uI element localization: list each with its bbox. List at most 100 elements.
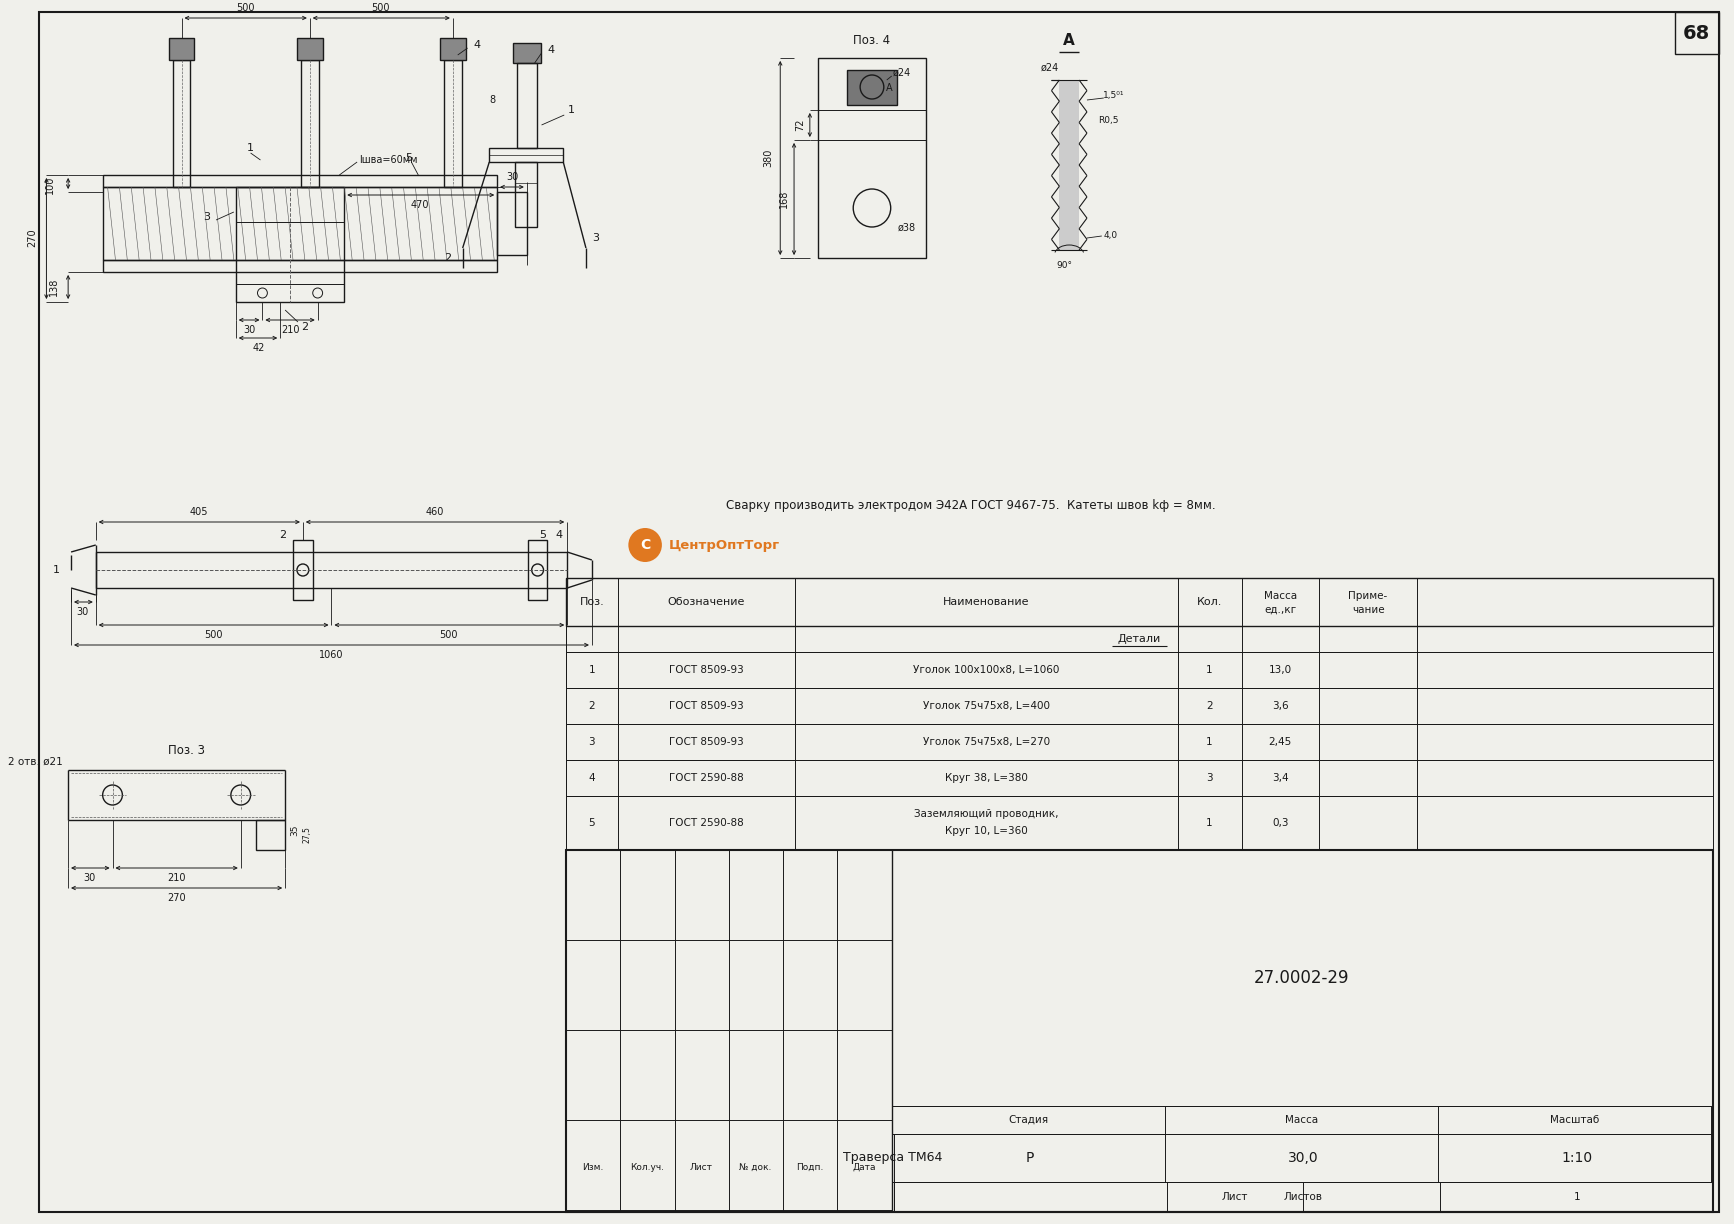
Text: 470: 470 xyxy=(411,200,430,211)
Text: 68: 68 xyxy=(1684,23,1710,43)
Text: Приме-: Приме- xyxy=(1349,591,1387,601)
Bar xyxy=(567,625,1713,652)
Text: 90°: 90° xyxy=(1056,261,1072,269)
Circle shape xyxy=(628,528,662,562)
Text: Лист: Лист xyxy=(1222,1192,1248,1202)
Text: 405: 405 xyxy=(191,507,208,517)
Text: ГОСТ 8509-93: ГОСТ 8509-93 xyxy=(669,701,744,711)
Bar xyxy=(102,175,498,187)
Bar xyxy=(255,820,284,849)
Text: 8: 8 xyxy=(489,95,496,105)
Bar xyxy=(567,725,1713,760)
Text: 2: 2 xyxy=(588,701,595,711)
Bar xyxy=(567,849,1713,1212)
Text: Р: Р xyxy=(1027,1151,1035,1165)
Text: 2: 2 xyxy=(444,253,451,263)
Text: 270: 270 xyxy=(28,229,38,247)
Text: ГОСТ 2590-88: ГОСТ 2590-88 xyxy=(669,774,744,783)
Text: 210: 210 xyxy=(168,873,186,883)
Text: 270: 270 xyxy=(166,894,186,903)
Bar xyxy=(527,540,548,600)
Text: Обозначение: Обозначение xyxy=(668,597,746,607)
Text: Лист: Лист xyxy=(690,1163,713,1171)
Text: 138: 138 xyxy=(49,278,59,296)
Text: 500: 500 xyxy=(205,630,222,640)
Text: 5: 5 xyxy=(539,530,546,540)
Bar xyxy=(891,1182,1713,1212)
Text: 460: 460 xyxy=(427,507,444,517)
Text: 3: 3 xyxy=(588,737,595,747)
Text: Изм.: Изм. xyxy=(583,1163,603,1171)
Text: 3: 3 xyxy=(593,233,600,244)
Bar xyxy=(444,60,461,187)
Bar xyxy=(567,796,1713,849)
Bar xyxy=(102,259,498,272)
Text: 4: 4 xyxy=(588,774,595,783)
Bar xyxy=(891,1106,1713,1133)
Text: 1: 1 xyxy=(567,105,574,115)
Text: 1:10: 1:10 xyxy=(1561,1151,1592,1165)
Text: lшва=60мм: lшва=60мм xyxy=(359,155,418,165)
Text: 380: 380 xyxy=(763,149,773,168)
Bar xyxy=(818,58,926,258)
Text: 13,0: 13,0 xyxy=(1269,665,1292,674)
Text: Кол.уч.: Кол.уч. xyxy=(629,1163,664,1171)
Text: Подп.: Подп. xyxy=(796,1163,824,1171)
Text: 2 отв. ø21: 2 отв. ø21 xyxy=(9,756,62,767)
Bar xyxy=(567,688,1713,725)
Text: 210: 210 xyxy=(281,326,300,335)
Text: 4: 4 xyxy=(473,40,480,50)
Bar xyxy=(517,62,536,148)
Text: 2: 2 xyxy=(302,322,309,332)
Bar xyxy=(173,60,191,187)
Text: 168: 168 xyxy=(779,190,789,208)
Text: Детали: Детали xyxy=(1118,634,1160,644)
Text: Кол.: Кол. xyxy=(1196,597,1222,607)
Text: ø24: ø24 xyxy=(893,69,910,78)
Text: 27.0002-29: 27.0002-29 xyxy=(1254,969,1349,987)
Bar xyxy=(891,1133,1713,1182)
Text: Листов: Листов xyxy=(1283,1192,1323,1202)
Text: 2: 2 xyxy=(279,530,286,540)
Text: 2,45: 2,45 xyxy=(1269,737,1292,747)
Bar xyxy=(168,38,194,60)
Text: ГОСТ 8509-93: ГОСТ 8509-93 xyxy=(669,665,744,674)
Text: 3: 3 xyxy=(203,212,210,222)
Text: Траверса ТМ64: Траверса ТМ64 xyxy=(843,1152,942,1164)
Bar xyxy=(293,540,312,600)
Text: Дата: Дата xyxy=(853,1163,876,1171)
Text: 1: 1 xyxy=(1205,818,1212,827)
Text: Поз. 4: Поз. 4 xyxy=(853,33,891,47)
Text: ЦентрОптТорг: ЦентрОптТорг xyxy=(669,539,780,552)
Text: A: A xyxy=(886,83,893,93)
Text: Уголок 75ч75х8, L=270: Уголок 75ч75х8, L=270 xyxy=(922,737,1051,747)
Bar xyxy=(513,43,541,62)
Text: 30: 30 xyxy=(83,873,95,883)
Bar xyxy=(236,187,345,302)
Text: ГОСТ 8509-93: ГОСТ 8509-93 xyxy=(669,737,744,747)
Text: 30: 30 xyxy=(243,326,255,335)
Text: 3,6: 3,6 xyxy=(1273,701,1288,711)
Text: Уголок 75ч75х8, L=400: Уголок 75ч75х8, L=400 xyxy=(922,701,1049,711)
Text: 5: 5 xyxy=(406,153,413,163)
Bar xyxy=(297,38,323,60)
Text: 1,5⁰¹: 1,5⁰¹ xyxy=(1103,91,1124,99)
Text: Стадия: Стадия xyxy=(1007,1115,1049,1125)
Text: ГОСТ 2590-88: ГОСТ 2590-88 xyxy=(669,818,744,827)
Text: Поз.: Поз. xyxy=(579,597,603,607)
Text: 1060: 1060 xyxy=(319,650,343,660)
Text: 500: 500 xyxy=(371,2,390,13)
Text: 500: 500 xyxy=(236,2,255,13)
Text: 4: 4 xyxy=(548,45,555,55)
Bar xyxy=(891,849,1713,1106)
Text: 2: 2 xyxy=(1205,701,1212,711)
Bar xyxy=(567,652,1713,688)
Bar xyxy=(102,187,498,259)
Text: № док.: № док. xyxy=(739,1163,772,1171)
Text: 4,0: 4,0 xyxy=(1103,230,1118,240)
Text: 5: 5 xyxy=(588,818,595,827)
Text: Поз. 3: Поз. 3 xyxy=(168,743,205,756)
Text: Уголок 100х100х8, L=1060: Уголок 100х100х8, L=1060 xyxy=(914,665,1059,674)
Bar xyxy=(567,760,1713,796)
Text: Круг 38, L=380: Круг 38, L=380 xyxy=(945,774,1028,783)
